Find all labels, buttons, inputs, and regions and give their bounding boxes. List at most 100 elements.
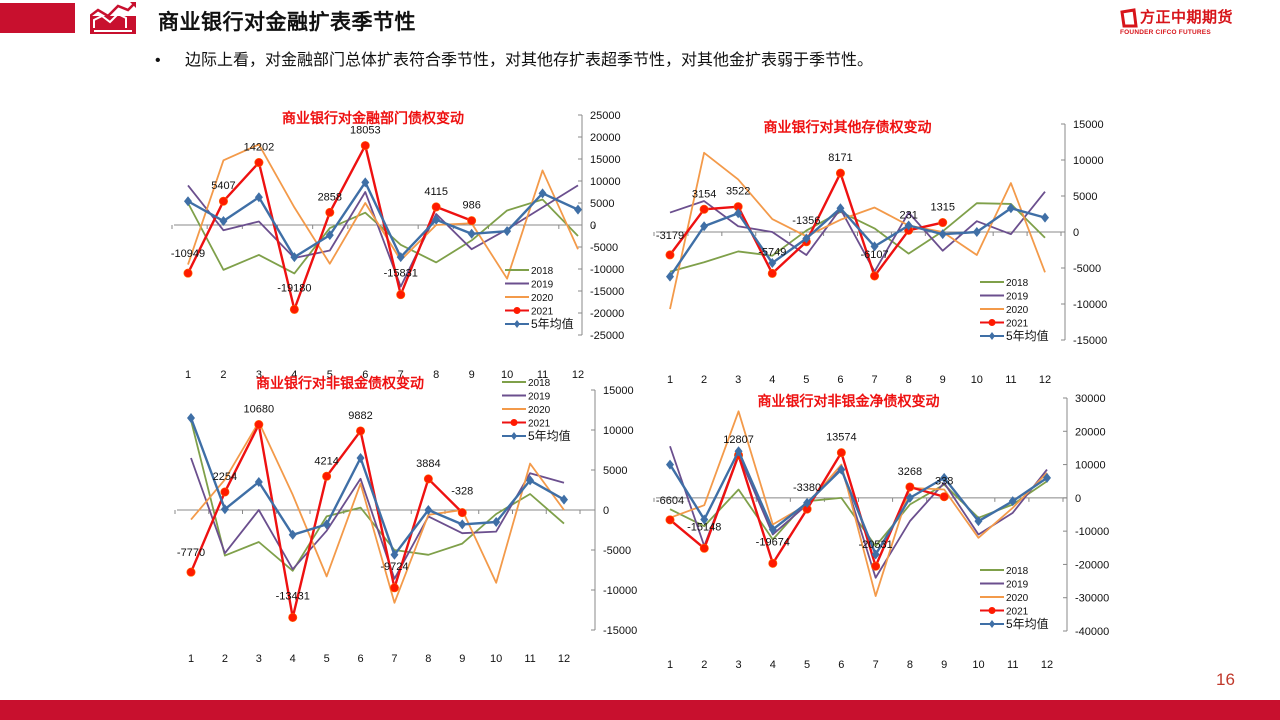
x-tick-label: 7 xyxy=(871,374,877,386)
brand-logo: 方正中期期货 FOUNDER CIFCO FUTURES xyxy=(1118,8,1236,38)
x-tick-label: 12 xyxy=(1041,659,1053,671)
point-5yr-avg xyxy=(254,477,263,487)
series-line-5年均值 xyxy=(189,417,565,557)
y-tick-label: 5000 xyxy=(1073,191,1097,203)
x-tick-label: 6 xyxy=(357,653,363,665)
x-tick-label: 6 xyxy=(362,369,368,381)
growth-chart-icon xyxy=(90,2,136,34)
x-tick-label: 1 xyxy=(667,374,673,386)
series-line-2019 xyxy=(190,457,565,580)
point-2021 xyxy=(396,290,406,300)
point-5yr-avg xyxy=(356,453,365,463)
data-label: -328 xyxy=(451,486,473,498)
bullet-icon: • xyxy=(155,52,161,69)
point-2021 xyxy=(665,515,675,525)
point-2021 xyxy=(938,218,948,228)
point-2021 xyxy=(183,268,193,278)
series-line-5年均值 xyxy=(669,207,1046,278)
data-label: 9882 xyxy=(348,410,372,422)
point-2021 xyxy=(905,482,915,492)
point-5yr-avg xyxy=(870,241,879,252)
x-tick-label: 9 xyxy=(459,653,465,665)
x-tick-label: 1 xyxy=(667,659,673,671)
data-label: 4115 xyxy=(424,186,448,198)
x-tick-label: 2 xyxy=(220,369,226,381)
page-title: 商业银行对金融扩表季节性 xyxy=(158,11,416,34)
point-5yr-avg xyxy=(837,464,846,475)
point-2021 xyxy=(254,420,264,430)
data-label: 2254 xyxy=(213,471,237,483)
data-label: 3522 xyxy=(726,186,750,198)
legend-marker xyxy=(513,307,521,314)
x-tick-label: 11 xyxy=(537,369,548,381)
x-tick-label: 5 xyxy=(803,374,809,386)
chart-svg: 商业银行对其他存债权变动 15000 10000 5000 0 -5000 -10000 -1… xyxy=(653,119,1107,386)
legend-marker xyxy=(988,607,996,614)
chart-nonbank-net-claims: 商业银行对非银金净债权变动 30000 20000 10000 0 -10000 -2000… xyxy=(653,378,1125,674)
point-5yr-avg xyxy=(322,519,331,530)
bullet-point: • 边际上看，对金融部门总体扩表符合季节性，对其他存扩表超季节性，对其他金扩表弱于… xyxy=(155,46,873,70)
data-label: 3268 xyxy=(898,466,922,478)
data-label: 986 xyxy=(462,200,480,212)
point-5yr-avg xyxy=(396,252,405,263)
y-tick-label: -40000 xyxy=(1075,626,1109,638)
point-2021 xyxy=(767,268,777,278)
data-label: -6604 xyxy=(656,495,684,507)
x-tick-label: 5 xyxy=(324,653,330,665)
x-tick-label: 12 xyxy=(558,653,570,665)
point-5yr-avg xyxy=(361,177,370,188)
data-label: -3380 xyxy=(793,482,821,494)
y-tick-label: 10000 xyxy=(1075,460,1106,472)
x-tick-label: 11 xyxy=(1007,659,1018,671)
x-tick-label: 7 xyxy=(873,659,879,671)
y-tick-label: 30000 xyxy=(1075,393,1106,405)
point-5yr-avg xyxy=(940,472,949,483)
data-label: 14202 xyxy=(244,142,275,154)
chart-financial-sector-claims: 商业银行对金融部门债权变动 25000 20000 15000 10000 5000 0 -5… xyxy=(170,105,640,384)
point-5yr-avg xyxy=(666,271,674,282)
point-2021 xyxy=(218,196,228,206)
legend-label: 2018 xyxy=(1006,278,1029,289)
point-5yr-avg xyxy=(768,257,777,268)
point-2021 xyxy=(699,543,709,553)
y-tick-label: 0 xyxy=(603,505,609,517)
point-2021 xyxy=(467,216,477,226)
y-tick-label: 20000 xyxy=(590,132,621,144)
y-tick-label: -10000 xyxy=(590,264,624,276)
legend-label: 5年均值 xyxy=(531,316,574,331)
y-tick-label: -20000 xyxy=(1075,559,1109,571)
point-5yr-avg xyxy=(184,196,192,207)
point-5yr-avg xyxy=(974,516,983,527)
point-5yr-avg xyxy=(734,208,743,219)
point-5yr-avg xyxy=(904,220,913,231)
chart-title: 商业银行对金融部门债权变动 xyxy=(282,110,464,127)
legend-label: 2021 xyxy=(531,307,554,318)
point-5yr-avg xyxy=(492,517,501,527)
point-2021 xyxy=(288,612,298,622)
data-label: 338 xyxy=(935,476,953,488)
legend-marker xyxy=(514,320,520,328)
x-tick-label: 7 xyxy=(398,369,404,381)
x-tick-label: 3 xyxy=(256,369,262,381)
x-tick-label: 9 xyxy=(940,374,946,386)
point-5yr-avg xyxy=(871,549,880,560)
legend-marker xyxy=(511,432,517,440)
legend-label: 2019 xyxy=(1006,580,1029,591)
point-5yr-avg xyxy=(467,228,476,239)
x-tick-label: 3 xyxy=(256,653,262,665)
y-tick-label: -10000 xyxy=(603,585,637,597)
x-tick-label: 2 xyxy=(701,374,707,386)
chart-svg: 商业银行对非银金债权变动 15000 10000 5000 0 -5000 -10000 -1… xyxy=(174,375,637,665)
data-label: 5407 xyxy=(211,180,235,192)
point-2021 xyxy=(356,426,366,436)
point-2021 xyxy=(939,492,949,502)
point-2021 xyxy=(871,561,881,571)
y-tick-label: 5000 xyxy=(603,465,627,477)
point-5yr-avg xyxy=(1041,212,1049,223)
y-tick-label: -30000 xyxy=(1075,593,1109,605)
legend-label: 2021 xyxy=(1006,607,1029,618)
point-2021 xyxy=(665,250,675,260)
